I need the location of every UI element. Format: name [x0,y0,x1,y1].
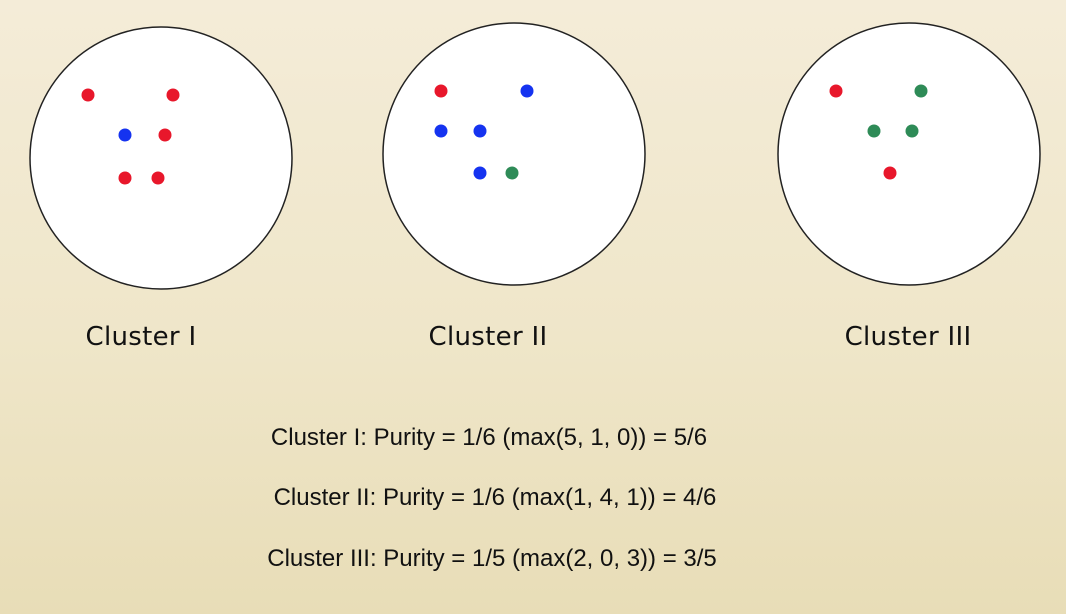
cluster-3-point-green [914,84,928,98]
cluster-1-point-blue [118,128,132,142]
cluster-1-point-red [166,88,180,102]
cluster-3-circle [777,22,1041,286]
cluster-2-point-blue [520,84,534,98]
purity-formula-cluster-1: Cluster I: Purity = 1/6 (max(5, 1, 0)) =… [270,424,708,451]
cluster-2-point-red [434,84,448,98]
points-layer [81,84,928,185]
cluster-1-point-red [118,171,132,185]
purity-formula-cluster-2: Cluster II: Purity = 1/6 (max(1, 4, 1)) … [273,484,717,511]
cluster-1-circle [29,26,293,290]
purity-formula-cluster-3: Cluster III: Purity = 1/5 (max(2, 0, 3))… [267,545,717,572]
cluster-1-point-red [158,128,172,142]
cluster-3-label: Cluster III [844,322,972,352]
cluster-1-point-red [151,171,165,185]
cluster-2-point-blue [473,124,487,138]
cluster-2-point-green [505,166,519,180]
cluster-1-label: Cluster I [85,322,197,352]
cluster-2-label: Cluster II [428,322,548,352]
cluster-3-point-green [867,124,881,138]
cluster-2-point-blue [473,166,487,180]
cluster-1-point-red [81,88,95,102]
cluster-2-circle [382,22,646,286]
cluster-2-point-blue [434,124,448,138]
cluster-3-point-red [883,166,897,180]
cluster-3-point-green [905,124,919,138]
cluster-3-point-red [829,84,843,98]
